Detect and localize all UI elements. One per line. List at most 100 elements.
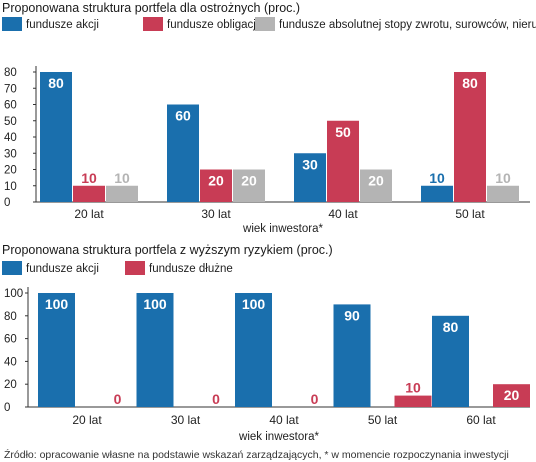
bar-group-50-lat: 10 80 10: [421, 72, 519, 202]
x-tick-label: 20 lat: [74, 207, 104, 221]
bar-fundusze-absolutnej-stopy-zwrotu-surowcow-nieruchomosci-50-lat: [487, 185, 519, 202]
data-label: 10: [81, 170, 97, 186]
y-tick-label: 20: [4, 379, 17, 391]
legend-label: fundusze akcji: [26, 19, 99, 31]
legend: fundusze akcji fundusze dłużne: [2, 261, 233, 275]
bar-fundusze-akcji-20-lat: [40, 72, 72, 202]
x-tick-label: 20 lat: [72, 413, 102, 427]
data-label: 90: [344, 307, 360, 323]
bar-group-40-lat: 30 50 20: [294, 120, 392, 202]
y-tick-label: 70: [4, 83, 17, 95]
chart-higher-risk-portfolio: Proponowana struktura portfela z wyższym…: [2, 243, 530, 443]
x-tick-label: 40 lat: [328, 207, 358, 221]
bar-fundusze-absolutnej-stopy-zwrotu-surowcow-nieruchomosci-30-lat: [233, 169, 265, 202]
y-tick-label: 80: [4, 67, 17, 79]
bar-group-20-lat: 80 10 10: [40, 72, 138, 202]
chart-title: Proponowana struktura portfela dla ostro…: [2, 1, 300, 15]
x-axis-label: wiek inwestora*: [242, 223, 323, 235]
data-label: 20: [241, 173, 257, 189]
bar-fundusze-absolutnej-stopy-zwrotu-surowcow-nieruchomosci-40-lat: [360, 169, 392, 202]
legend-item-fundusze-absolutnej-stopy-zwrotu-surowcow-nieruchomosci: fundusze absolutnej stopy zwrotu, surowc…: [255, 17, 536, 31]
data-label: 80: [48, 75, 64, 91]
bar-group-40-lat: 100 0: [235, 293, 319, 407]
y-tick-label: 40: [4, 132, 17, 144]
bar-fundusze-obligacji-20-lat: [73, 185, 105, 202]
bars: 80 10 10 60 20 20 30 50 20 10 80 10: [40, 72, 519, 202]
bar-fundusze-akcji-40-lat: [235, 293, 272, 407]
bars: 100 0 100 0 100 0 90 10 80 20: [38, 293, 530, 407]
y-tick-label: 60: [4, 334, 17, 346]
data-label: 10: [429, 170, 445, 186]
bar-fundusze-akcji-40-lat: [294, 153, 326, 202]
data-label: 80: [462, 75, 478, 91]
legend-item-fundusze-akcji: fundusze akcji: [2, 261, 99, 275]
legend-label: fundusze dłużne: [149, 263, 233, 275]
bar-group-50-lat: 90 10: [333, 304, 432, 407]
x-axis: 20 lat 30 lat 40 lat 50 lat: [74, 207, 485, 221]
bar-fundusze-obligacji-50-lat: [454, 72, 486, 202]
x-tick-label: 40 lat: [269, 413, 299, 427]
legend-item-fundusze-akcji: fundusze akcji: [2, 17, 99, 31]
data-label: 10: [114, 170, 130, 186]
data-label: 20: [368, 173, 384, 189]
data-label: 30: [302, 156, 318, 172]
bar-fundusze-akcji-30-lat: [167, 104, 199, 202]
bar-group-30-lat: 60 20 20: [167, 104, 265, 202]
y-tick-label: 40: [4, 356, 17, 368]
bar-fundusze-absolutnej-stopy-zwrotu-surowcow-nieruchomosci-20-lat: [106, 185, 138, 202]
bar-fundusze-obligacji-40-lat: [327, 120, 359, 202]
x-tick-label: 60 lat: [466, 413, 496, 427]
data-label: 50: [335, 124, 351, 140]
y-tick-label: 10: [4, 181, 17, 193]
legend-swatch: [2, 261, 22, 275]
data-label: 20: [208, 173, 224, 189]
y-tick-label: 0: [4, 197, 10, 209]
y-tick-label: 80: [4, 311, 17, 323]
x-tick-label: 50 lat: [368, 413, 398, 427]
x-tick-label: 50 lat: [455, 207, 485, 221]
y-tick-label: 20: [4, 165, 17, 177]
data-label: 0: [212, 391, 220, 407]
data-label: 10: [495, 170, 511, 186]
legend-label: fundusze absolutnej stopy zwrotu, surowc…: [279, 19, 536, 31]
bar-group-30-lat: 100 0: [136, 293, 220, 407]
bar-fundusze-akcji-50-lat: [333, 304, 371, 407]
y-tick-label: 100: [4, 288, 23, 300]
bar-fundusze-akcji-20-lat: [38, 293, 75, 407]
data-label: 20: [504, 387, 520, 403]
data-label: 100: [45, 296, 69, 312]
legend-label: fundusze akcji: [26, 263, 99, 275]
data-label: 60: [175, 108, 191, 124]
legend-swatch: [255, 17, 275, 31]
data-label: 10: [405, 380, 421, 396]
bar-fundusze-akcji-30-lat: [136, 293, 174, 407]
bar-group-60-lat: 80 20: [432, 315, 530, 407]
bar-fundusze-dluzne-60-lat: [493, 384, 530, 407]
bar-fundusze-akcji-60-lat: [432, 315, 469, 407]
source-note: Źródło: opracowanie własne na podstawie …: [4, 448, 509, 461]
legend-item-fundusze-dluzne: fundusze dłużne: [125, 261, 233, 275]
legend: fundusze akcji fundusze obligacji fundusze…: [2, 17, 536, 31]
x-axis-label: wiek inwestora*: [238, 431, 319, 443]
legend-item-fundusze-obligacji: fundusze obligacji: [143, 17, 258, 31]
bar-group-20-lat: 100 0: [38, 293, 122, 407]
data-label: 0: [311, 391, 319, 407]
bar-fundusze-dluzne-50-lat: [394, 395, 432, 407]
chart-title: Proponowana struktura portfela z wyższym…: [2, 243, 333, 257]
legend-swatch: [143, 17, 163, 31]
data-label: 100: [143, 296, 167, 312]
bar-fundusze-akcji-50-lat: [421, 185, 453, 202]
chart-conservative-portfolio: Proponowana struktura portfela dla ostro…: [2, 1, 536, 235]
bar-fundusze-obligacji-30-lat: [200, 169, 232, 202]
data-label: 80: [443, 319, 459, 335]
legend-swatch: [125, 261, 145, 275]
legend-label: fundusze obligacji: [167, 19, 258, 31]
x-tick-label: 30 lat: [201, 207, 231, 221]
y-tick-label: 60: [4, 100, 17, 112]
data-label: 100: [242, 296, 266, 312]
legend-swatch: [2, 17, 22, 31]
data-label: 0: [114, 391, 122, 407]
y-tick-label: 30: [4, 148, 17, 160]
x-tick-label: 30 lat: [171, 413, 201, 427]
